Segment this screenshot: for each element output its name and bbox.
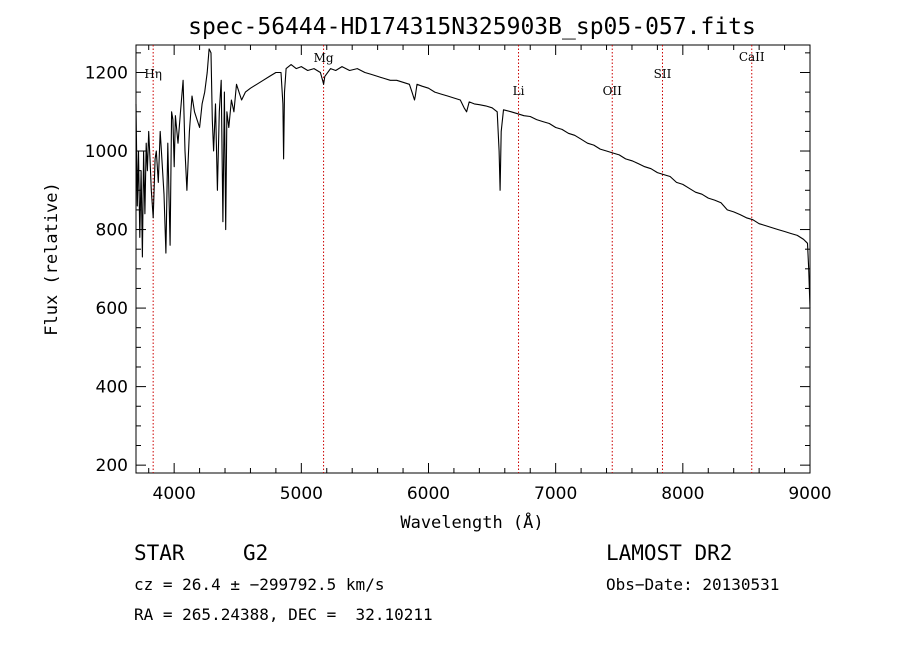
x-tick-label: 5000 xyxy=(280,484,323,504)
spectral-line-label: SII xyxy=(654,67,672,81)
spectral-line-label: Li xyxy=(513,84,525,98)
x-tick-label: 4000 xyxy=(153,484,196,504)
y-tick-label: 1200 xyxy=(85,63,128,83)
x-tick-label: 9000 xyxy=(788,484,831,504)
object-class: STAR xyxy=(134,541,185,565)
spectral-line-label: OII xyxy=(603,84,623,98)
y-tick-label: 1000 xyxy=(85,142,128,162)
spectrum-series-line xyxy=(135,48,811,309)
x-axis-label: Wavelength (Å) xyxy=(400,511,543,533)
spectral-lines-layer: Hη Mg Li OII SII CaII xyxy=(144,45,765,473)
y-tick-label: 400 xyxy=(96,378,128,398)
x-axis: 4000 5000 6000 7000 8000 9000 xyxy=(148,45,832,504)
object-subclass: G2 xyxy=(243,541,268,565)
x-tick-label: 6000 xyxy=(407,484,450,504)
x-tick-label: 8000 xyxy=(661,484,704,504)
y-axis: 200 400 600 800 1000 1200 xyxy=(85,52,810,476)
y-tick-label: 600 xyxy=(96,299,128,319)
spectral-line-label: Mg xyxy=(314,51,334,65)
chart-title: spec-56444-HD174315N325903B_sp05-057.fit… xyxy=(188,14,756,40)
spectral-line-label: CaII xyxy=(739,50,765,64)
coordinates: RA = 265.24388, DEC = 32.10211 xyxy=(134,605,433,624)
spectrum-layer xyxy=(135,48,811,309)
y-axis-label: Flux (relative) xyxy=(42,182,62,336)
obs-date: Obs−Date: 20130531 xyxy=(606,575,779,594)
x-tick-label: 7000 xyxy=(534,484,577,504)
survey-name: LAMOST DR2 xyxy=(606,541,732,565)
plot-frame xyxy=(135,44,811,474)
redshift-info: cz = 26.4 ± −299792.5 km/s xyxy=(134,575,384,594)
y-tick-label: 200 xyxy=(96,456,128,476)
y-tick-label: 800 xyxy=(96,221,128,241)
spectral-line-label: Hη xyxy=(144,67,162,81)
